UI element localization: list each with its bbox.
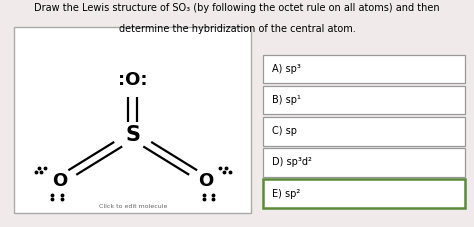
FancyBboxPatch shape <box>263 55 465 83</box>
Text: :O:: :O: <box>118 71 147 89</box>
Text: E) sp²: E) sp² <box>272 188 300 199</box>
Text: O: O <box>199 172 214 190</box>
Text: determine the hybridization of the central atom.: determine the hybridization of the centr… <box>118 24 356 34</box>
Text: B) sp¹: B) sp¹ <box>272 95 301 105</box>
Text: O: O <box>52 172 67 190</box>
FancyBboxPatch shape <box>14 27 251 213</box>
Text: A) sp³: A) sp³ <box>272 64 301 74</box>
Text: S: S <box>125 125 140 145</box>
FancyBboxPatch shape <box>263 148 465 177</box>
Text: C) sp: C) sp <box>272 126 297 136</box>
FancyBboxPatch shape <box>263 86 465 114</box>
Text: Draw the Lewis structure of SO₃ (by following the octet rule on all atoms) and t: Draw the Lewis structure of SO₃ (by foll… <box>34 3 440 13</box>
Text: D) sp³d²: D) sp³d² <box>272 157 311 168</box>
Text: Click to edit molecule: Click to edit molecule <box>99 204 167 209</box>
FancyBboxPatch shape <box>263 179 465 208</box>
FancyBboxPatch shape <box>263 117 465 146</box>
